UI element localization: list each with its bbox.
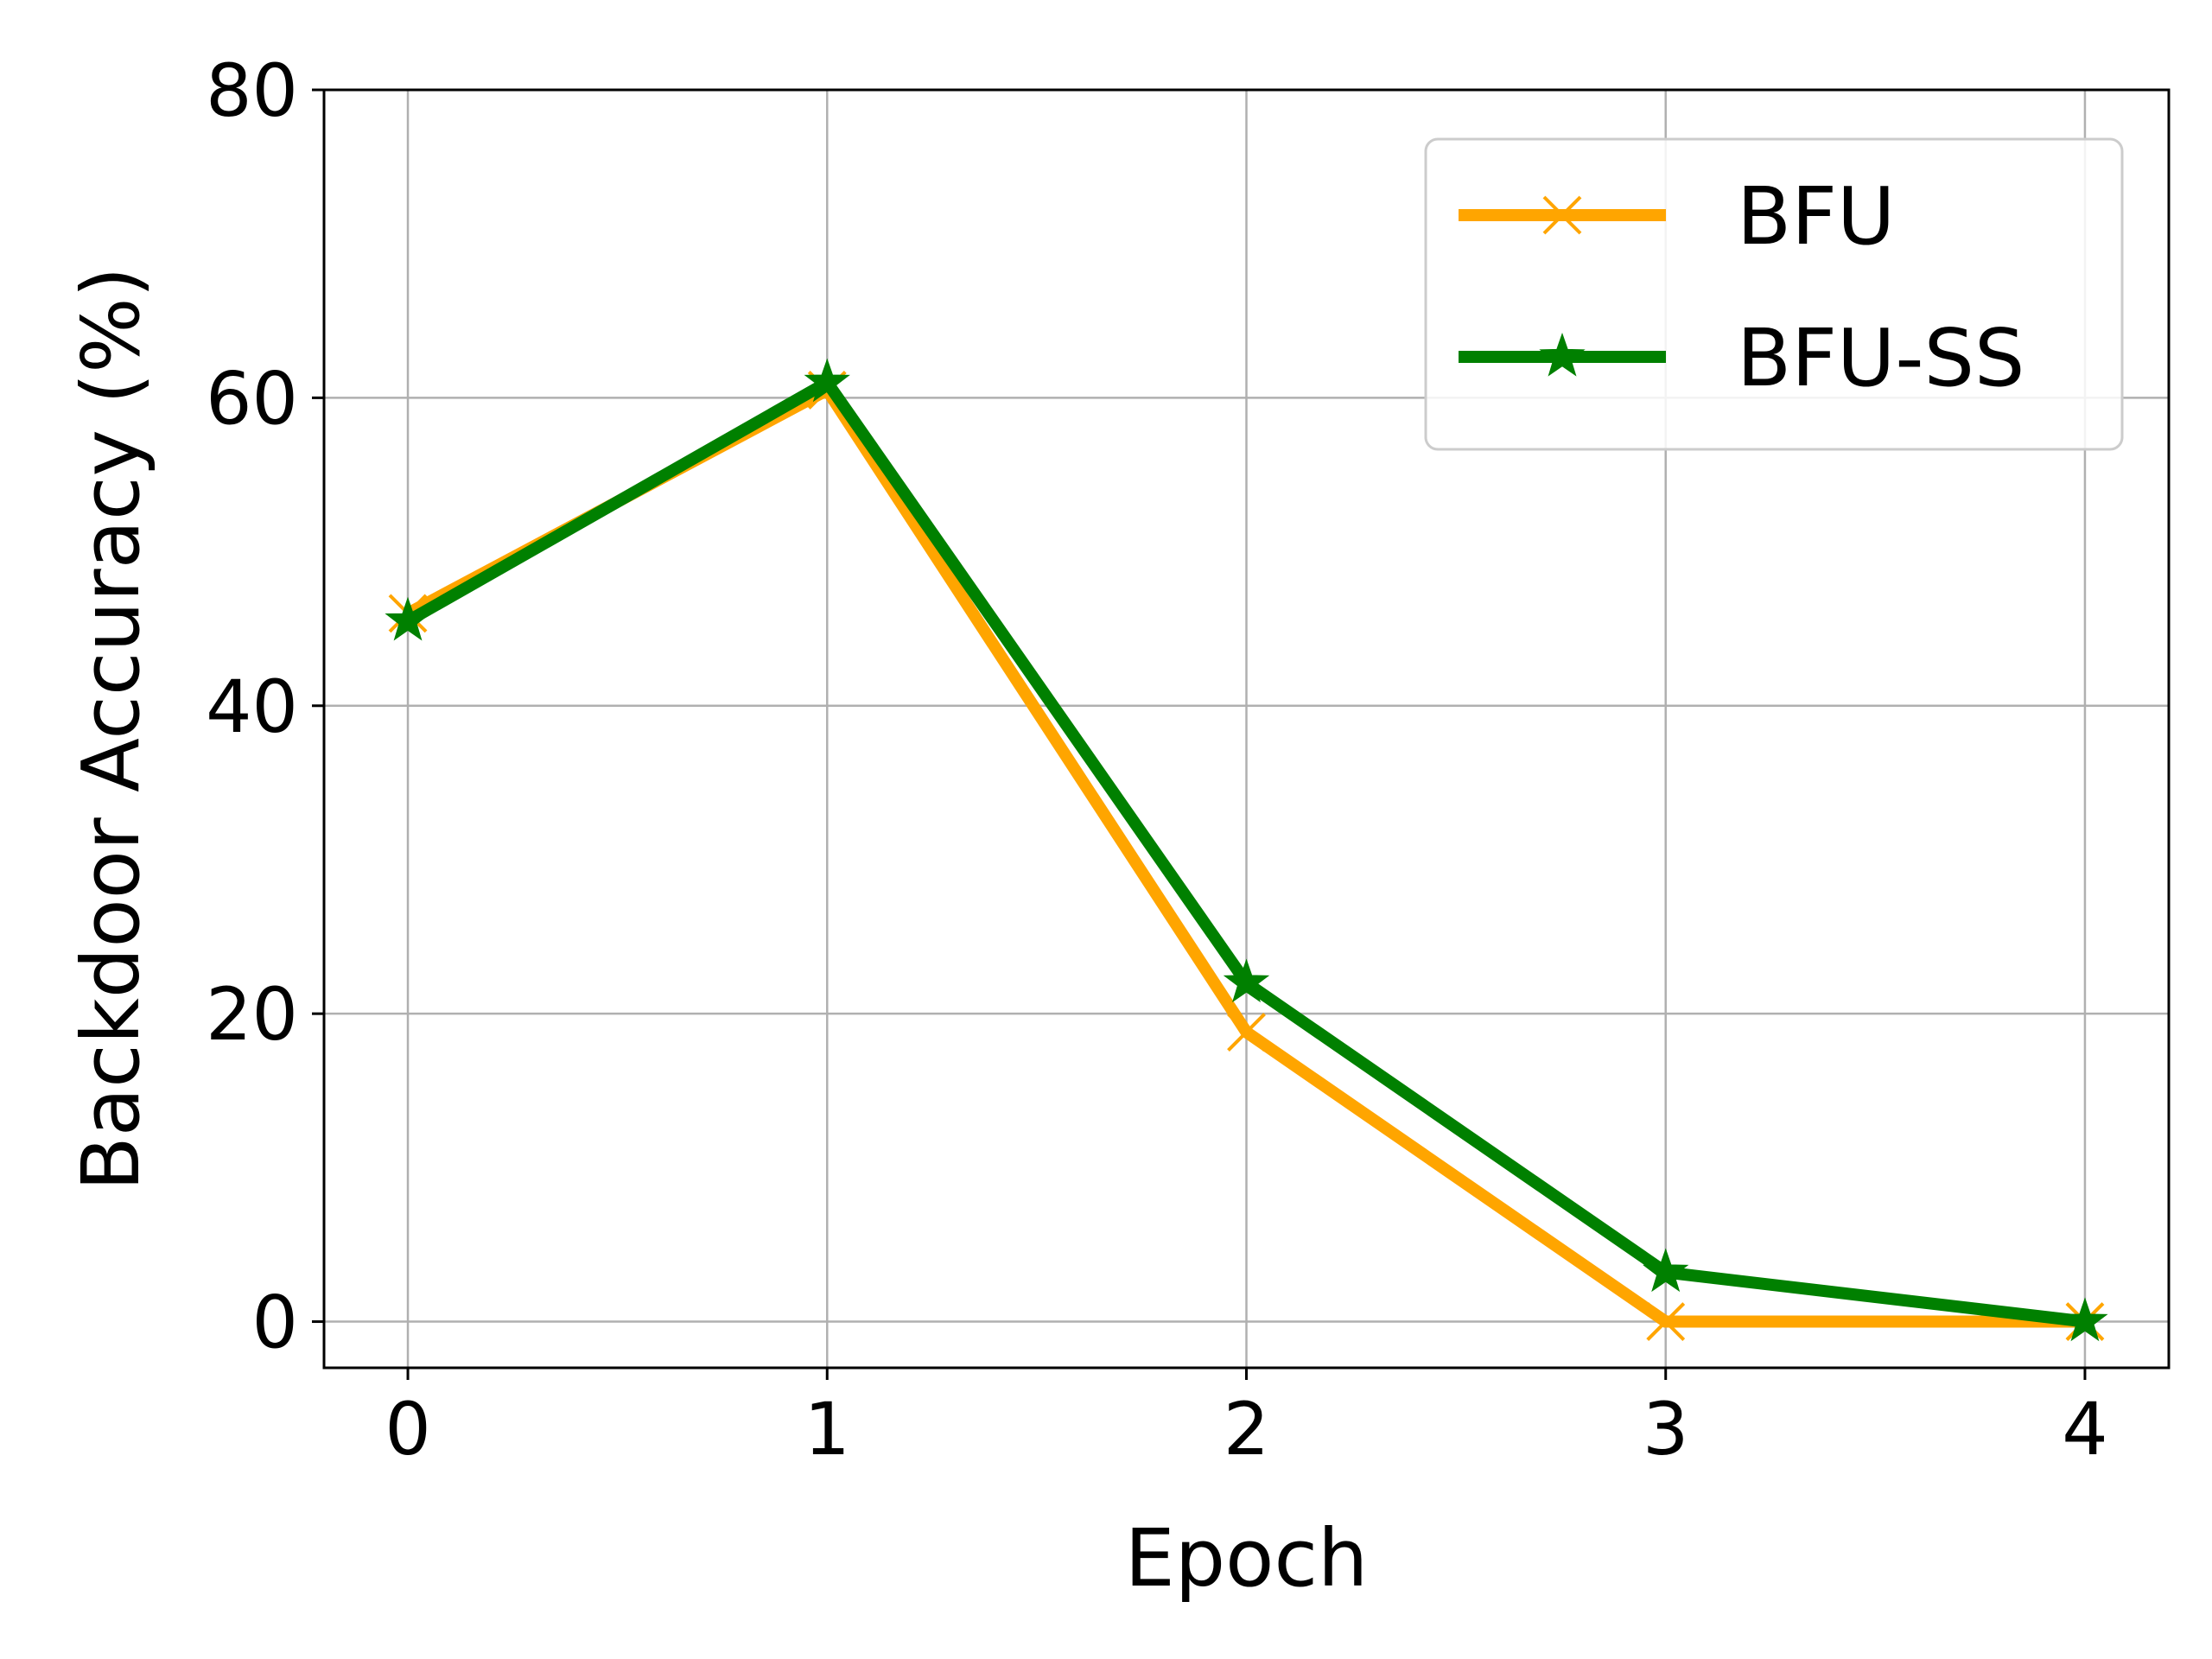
data-point bbox=[385, 596, 431, 641]
marker-stroke bbox=[1227, 1013, 1266, 1052]
y-tick-label: 60 bbox=[206, 356, 298, 441]
legend-marker bbox=[1539, 332, 1586, 377]
data-point bbox=[2062, 1297, 2108, 1342]
y-tick-label: 20 bbox=[206, 972, 298, 1057]
x-axis-title: Epoch bbox=[1125, 1512, 1369, 1605]
legend-marker bbox=[1542, 195, 1582, 235]
y-tick-label: 40 bbox=[206, 664, 298, 749]
legend-entry: BFU-SS bbox=[1459, 312, 2024, 404]
x-tick-label: 0 bbox=[385, 1387, 430, 1471]
legend-entry: BFU bbox=[1459, 170, 1895, 263]
x-tick-label: 2 bbox=[1224, 1387, 1269, 1471]
legend-label: BFU bbox=[1737, 170, 1895, 263]
x-tick-label: 3 bbox=[1643, 1387, 1688, 1471]
data-point bbox=[1646, 1302, 1686, 1341]
marker-stroke bbox=[1542, 195, 1582, 235]
data-point bbox=[1227, 1013, 1266, 1052]
y-axis-title: Backdoor Accuracy (%) bbox=[65, 267, 157, 1192]
data-point bbox=[1223, 958, 1270, 1003]
x-tick-label: 4 bbox=[2062, 1387, 2107, 1471]
series-bfu-ss bbox=[385, 358, 2108, 1342]
data-point bbox=[804, 358, 850, 403]
data-point bbox=[1643, 1248, 1689, 1293]
legend-label: BFU-SS bbox=[1737, 312, 2024, 404]
y-tick-label: 80 bbox=[206, 48, 298, 133]
marker-stroke bbox=[1646, 1302, 1686, 1341]
plot-series bbox=[385, 358, 2108, 1342]
y-tick-label: 0 bbox=[252, 1281, 298, 1365]
legend: BFU BFU-SS bbox=[1424, 137, 2124, 451]
x-tick-label: 1 bbox=[804, 1387, 850, 1471]
